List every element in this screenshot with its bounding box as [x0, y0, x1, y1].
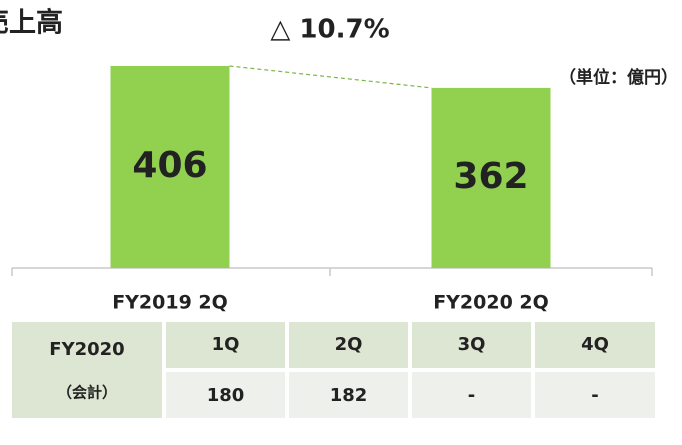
bar — [110, 66, 230, 268]
trend-line — [229, 65, 432, 89]
chart-title: 売上高 — [0, 7, 63, 39]
axis — [11, 267, 653, 276]
table-value: - — [591, 385, 598, 406]
row-header: （会計） — [57, 384, 117, 402]
table-cell — [289, 322, 408, 368]
table-cell — [412, 372, 531, 418]
column-header: 2Q — [335, 334, 363, 355]
column-header: 4Q — [581, 334, 609, 355]
table-value: 182 — [330, 385, 368, 406]
x-tick-label: FY2020 2Q — [433, 292, 549, 314]
table-cell — [166, 372, 285, 418]
column-header: 3Q — [458, 334, 486, 355]
annotation: △ 10.7% — [270, 15, 389, 45]
unit-label: （単位：億円） — [559, 67, 678, 88]
table-cell — [166, 322, 285, 368]
row-header: FY2020 — [49, 339, 124, 360]
table-cell — [289, 372, 408, 418]
column-header: 1Q — [212, 334, 240, 355]
table-cell — [12, 322, 162, 418]
value-label: 362 — [453, 156, 528, 197]
value-label: 406 — [132, 145, 207, 186]
table-value: - — [468, 385, 475, 406]
bar — [431, 87, 551, 268]
table-cell — [535, 372, 655, 418]
table-value: 180 — [207, 385, 245, 406]
table-cell — [412, 322, 531, 368]
table-cell — [535, 322, 655, 368]
x-tick-label: FY2019 2Q — [112, 292, 228, 314]
